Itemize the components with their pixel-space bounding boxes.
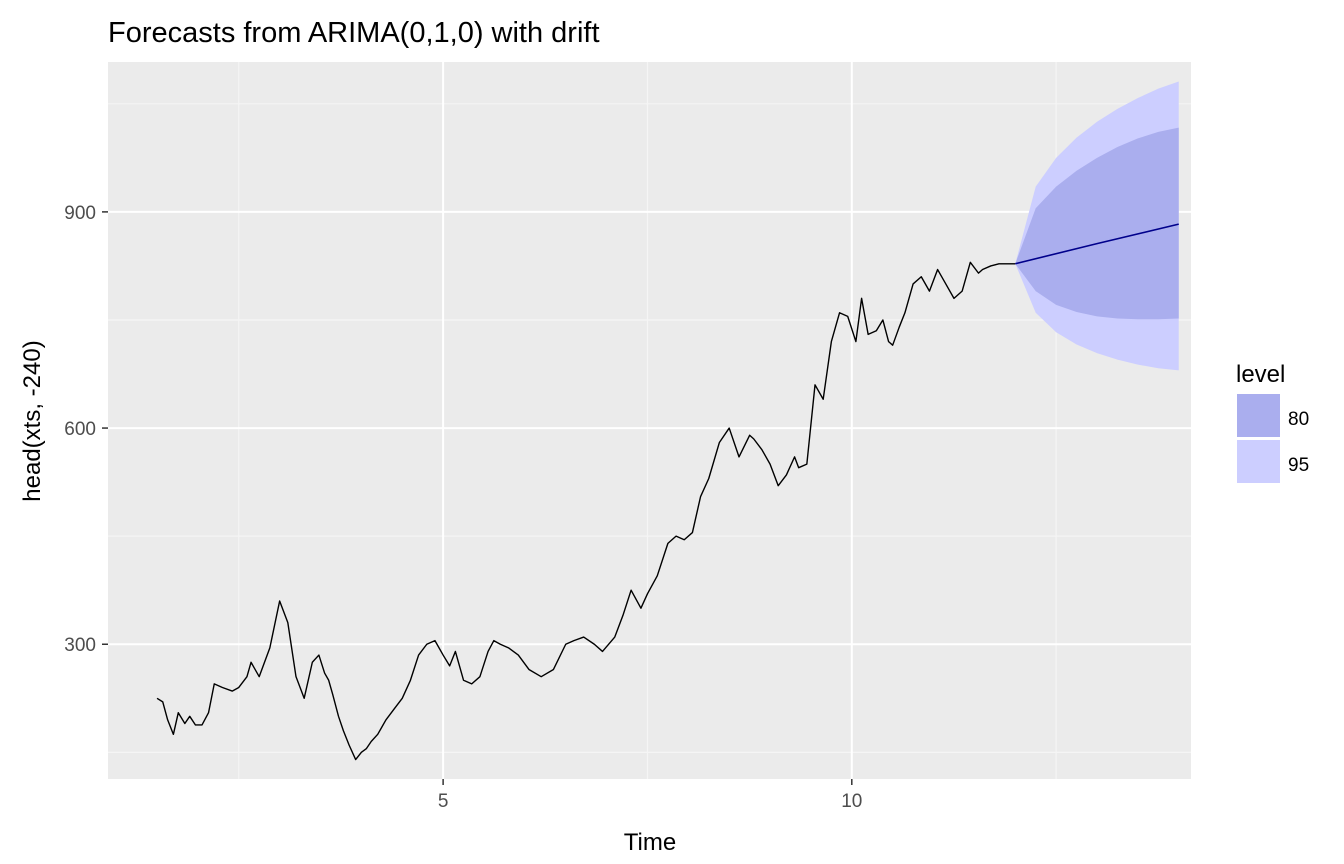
legend-swatch-95	[1237, 440, 1280, 483]
forecast-mean-line	[1015, 223, 1179, 265]
x-axis-title: Time	[624, 829, 676, 856]
series-lines	[156, 223, 1179, 761]
major-gridlines	[108, 62, 1191, 779]
y-tick-label: 300	[64, 635, 96, 656]
legend-title: level	[1236, 361, 1285, 388]
legend-swatch-80	[1237, 394, 1280, 437]
historical-series-line	[156, 261, 1016, 761]
y-axis-ticks: 300 600 900	[64, 203, 108, 656]
forecast-intervals	[1015, 81, 1179, 371]
y-tick-label: 600	[64, 419, 96, 440]
plot-panel	[108, 62, 1191, 779]
x-axis-ticks: 5 10	[438, 779, 862, 812]
x-tick-label: 5	[438, 791, 449, 812]
y-tick-label: 900	[64, 203, 96, 224]
legend-label-95: 95	[1288, 455, 1309, 476]
x-tick-label: 10	[841, 791, 862, 812]
band-80	[1015, 127, 1179, 320]
legend-label-80: 80	[1288, 409, 1309, 430]
y-axis-title: head(xts, -240)	[19, 340, 46, 501]
chart-title: Forecasts from ARIMA(0,1,0) with drift	[108, 17, 600, 49]
legend: level 80 95	[1236, 361, 1309, 483]
